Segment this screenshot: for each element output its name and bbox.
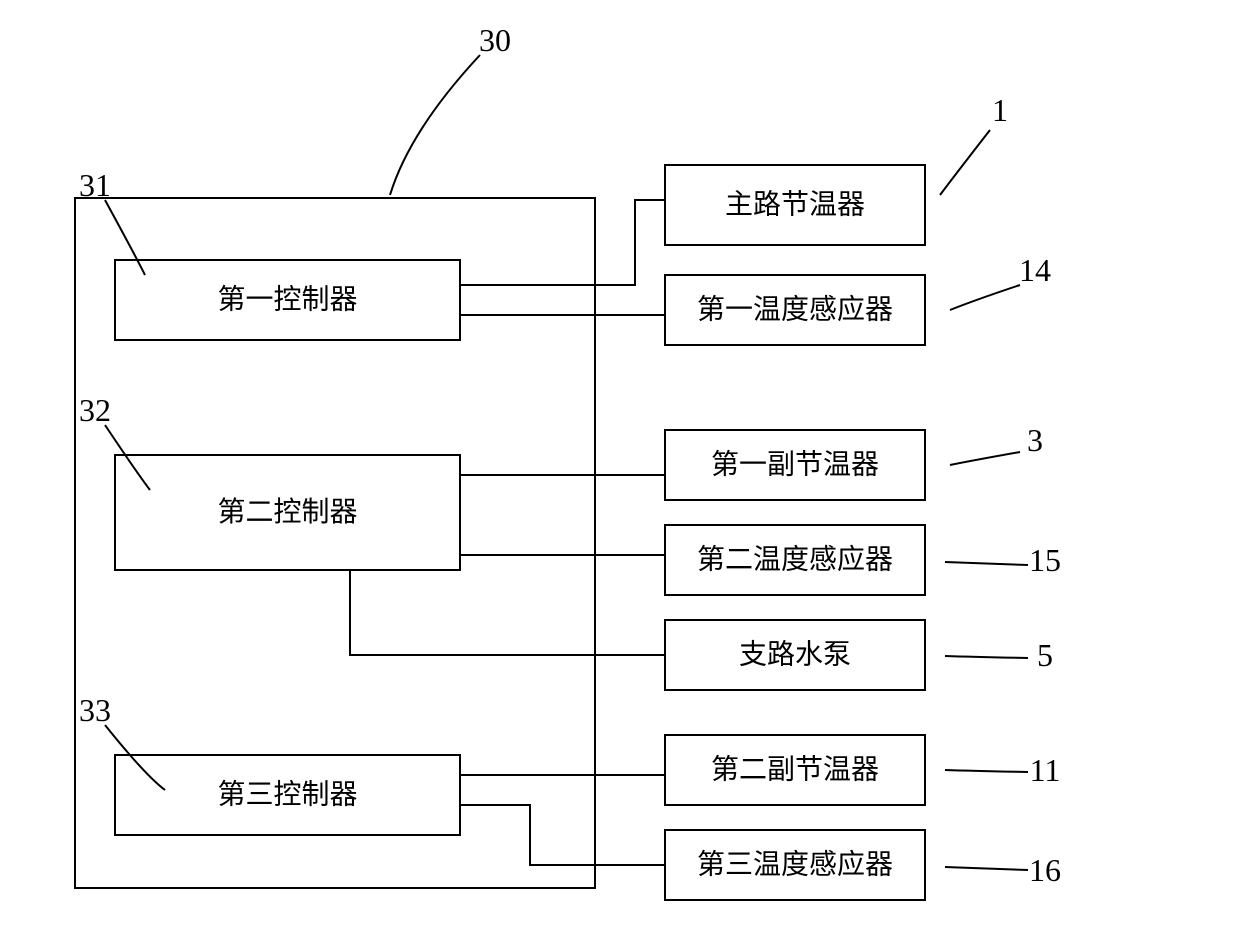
callout-num-32: 32 <box>79 392 111 428</box>
callout-leader-30 <box>390 55 480 195</box>
diagram-canvas: 第一控制器第二控制器第三控制器 主路节温器第一温度感应器第一副节温器第二温度感应器… <box>0 0 1240 934</box>
right-main_thermo-label: 主路节温器 <box>725 189 865 221</box>
callout-num-15: 15 <box>1029 542 1061 578</box>
right-temp3-label: 第三温度感应器 <box>697 849 893 881</box>
right-branch_pump-label: 支路水泵 <box>739 639 851 671</box>
connector-0 <box>460 200 665 285</box>
connector-6 <box>460 805 665 865</box>
connector-4 <box>350 570 665 655</box>
callout-num-5: 5 <box>1037 637 1053 673</box>
callout-leader-14 <box>950 285 1020 310</box>
callout-num-11: 11 <box>1030 752 1061 788</box>
callout-num-31: 31 <box>79 167 111 203</box>
callout-num-14: 14 <box>1019 252 1051 288</box>
right-temp1-label: 第一温度感应器 <box>697 294 893 326</box>
callout-leader-11 <box>945 770 1028 772</box>
right-sub_thermo1-label: 第一副节温器 <box>711 449 879 481</box>
callout-leader-1 <box>940 130 990 195</box>
callout-leader-3 <box>950 452 1020 465</box>
left-ctrl3-label: 第三控制器 <box>217 779 357 811</box>
callout-leader-16 <box>945 867 1028 870</box>
callout-leader-15 <box>945 562 1028 565</box>
callout-num-16: 16 <box>1029 852 1061 888</box>
callout-leader-5 <box>945 656 1028 658</box>
left-ctrl2-label: 第二控制器 <box>217 496 357 528</box>
left-ctrl1-label: 第一控制器 <box>217 284 357 316</box>
callout-num-1: 1 <box>992 92 1008 128</box>
right-sub_thermo2-label: 第二副节温器 <box>711 754 879 786</box>
callout-num-30: 30 <box>479 22 511 58</box>
callout-num-3: 3 <box>1027 422 1043 458</box>
callout-num-33: 33 <box>79 692 111 728</box>
right-temp2-label: 第二温度感应器 <box>697 544 893 576</box>
